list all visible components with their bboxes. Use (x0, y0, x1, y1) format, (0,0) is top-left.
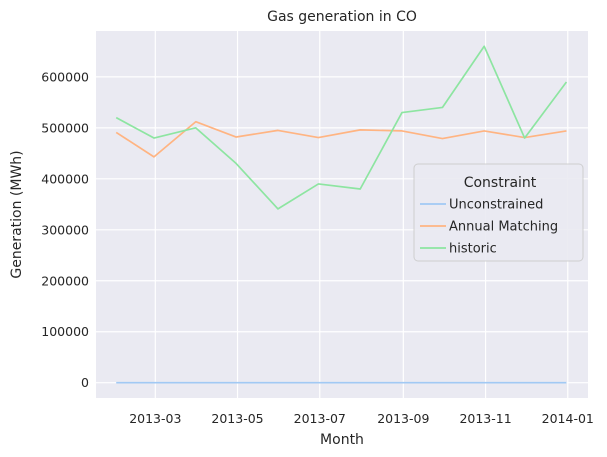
y-tick-label: 500000 (41, 120, 89, 135)
x-gridlines (154, 31, 569, 398)
x-tick-label: 2013-03 (129, 411, 181, 426)
x-axis-label: Month (320, 432, 364, 448)
y-axis-label: Generation (MWh) (9, 150, 25, 278)
x-tick-label: 2013-09 (377, 411, 429, 426)
series-lines (115, 45, 568, 384)
legend: Constraint Unconstrained Annual Matching h… (413, 163, 584, 262)
y-tick-label: 0 (81, 375, 89, 390)
legend-label: Annual Matching (449, 220, 558, 235)
series-line-annual-matching (115, 120, 567, 158)
y-tick-label: 200000 (41, 273, 89, 288)
y-tick-label: 400000 (41, 171, 89, 186)
y-tick-labels: 0 100000 200000 300000 400000 500000 600000 (41, 69, 89, 390)
legend-entries: Unconstrained Annual Matching historic (420, 198, 558, 257)
chart-title: Gas generation in CO (267, 9, 417, 25)
legend-label: Unconstrained (449, 198, 543, 213)
x-tick-label: 2013-07 (294, 411, 346, 426)
series-line-historic (115, 45, 568, 210)
x-tick-label: 2013-05 (211, 411, 263, 426)
x-tick-label: 2014-01 (542, 411, 594, 426)
y-tick-label: 600000 (41, 69, 89, 84)
x-tick-labels: 2013-03 2013-05 2013-07 2013-09 2013-11 2014-… (129, 411, 594, 426)
legend-box (413, 163, 584, 262)
legend-label: historic (449, 242, 497, 257)
y-tick-label: 300000 (41, 222, 89, 237)
legend-title: Constraint (464, 175, 537, 191)
y-tick-label: 100000 (41, 324, 89, 339)
x-tick-label: 2013-11 (459, 411, 511, 426)
